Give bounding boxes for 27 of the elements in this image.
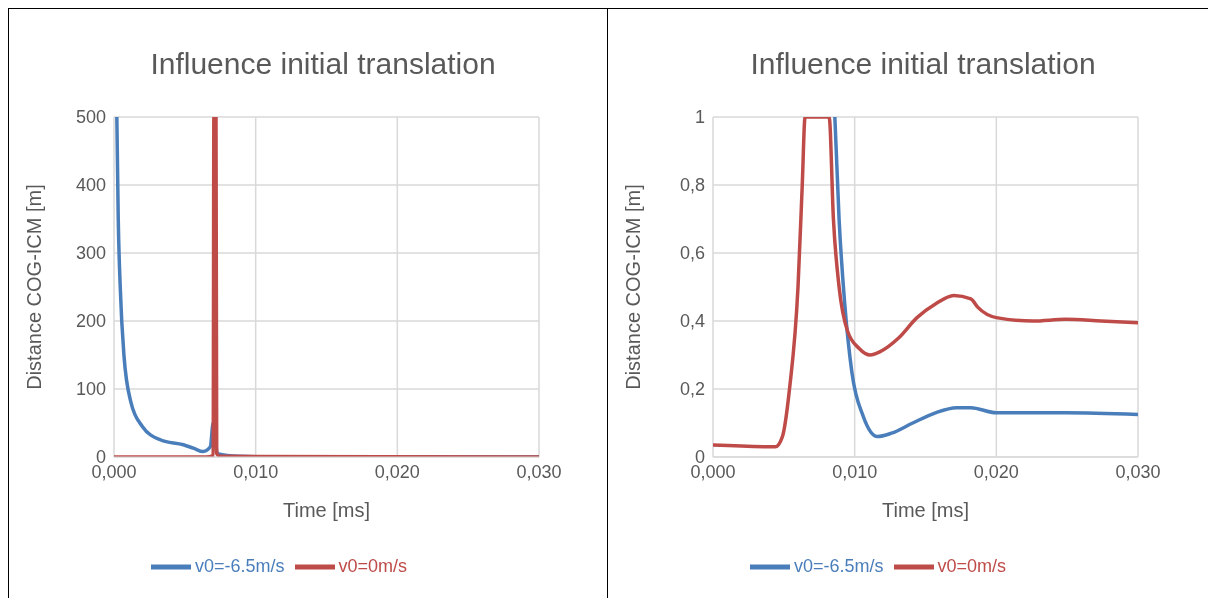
- y-tick-label: 500: [75, 107, 106, 128]
- x-axis-title: Time [ms]: [282, 499, 371, 521]
- x-tick-label: 0,010: [233, 461, 279, 482]
- y-tick-label: 1: [694, 107, 705, 128]
- x-tick-label: 0,010: [832, 461, 878, 482]
- legend-label: v0=-6.5m/s: [793, 555, 884, 576]
- x-axis-title: Time [ms]: [881, 499, 970, 521]
- y-axis-title: Distance COG-ICM [m]: [23, 184, 46, 390]
- y-tick-label: 300: [75, 243, 106, 264]
- legend-label: v0=0m/s: [937, 555, 1007, 576]
- y-tick-label: 0,8: [679, 175, 705, 196]
- legend-label: v0=0m/s: [338, 555, 408, 576]
- y-tick-label: 200: [75, 311, 106, 332]
- chart-title: Influence initial translation: [149, 46, 497, 82]
- y-tick-label: 0,6: [679, 243, 705, 264]
- legend-label: v0=-6.5m/s: [194, 555, 285, 576]
- y-tick-label: 100: [75, 379, 106, 400]
- y-tick-label: 0,2: [679, 379, 705, 400]
- chart-title: Influence initial translation: [749, 46, 1097, 82]
- x-tick-label: 0,020: [374, 461, 420, 482]
- x-tick-label: 0,020: [973, 461, 1019, 482]
- x-tick-label: 0,030: [516, 461, 562, 482]
- y-tick-label: 400: [75, 175, 106, 196]
- line-series: [833, 117, 1138, 439]
- y-tick-label: 0,4: [679, 311, 705, 332]
- y-axis-title: Distance COG-ICM [m]: [622, 184, 645, 390]
- x-tick-label: 0,030: [1115, 461, 1161, 482]
